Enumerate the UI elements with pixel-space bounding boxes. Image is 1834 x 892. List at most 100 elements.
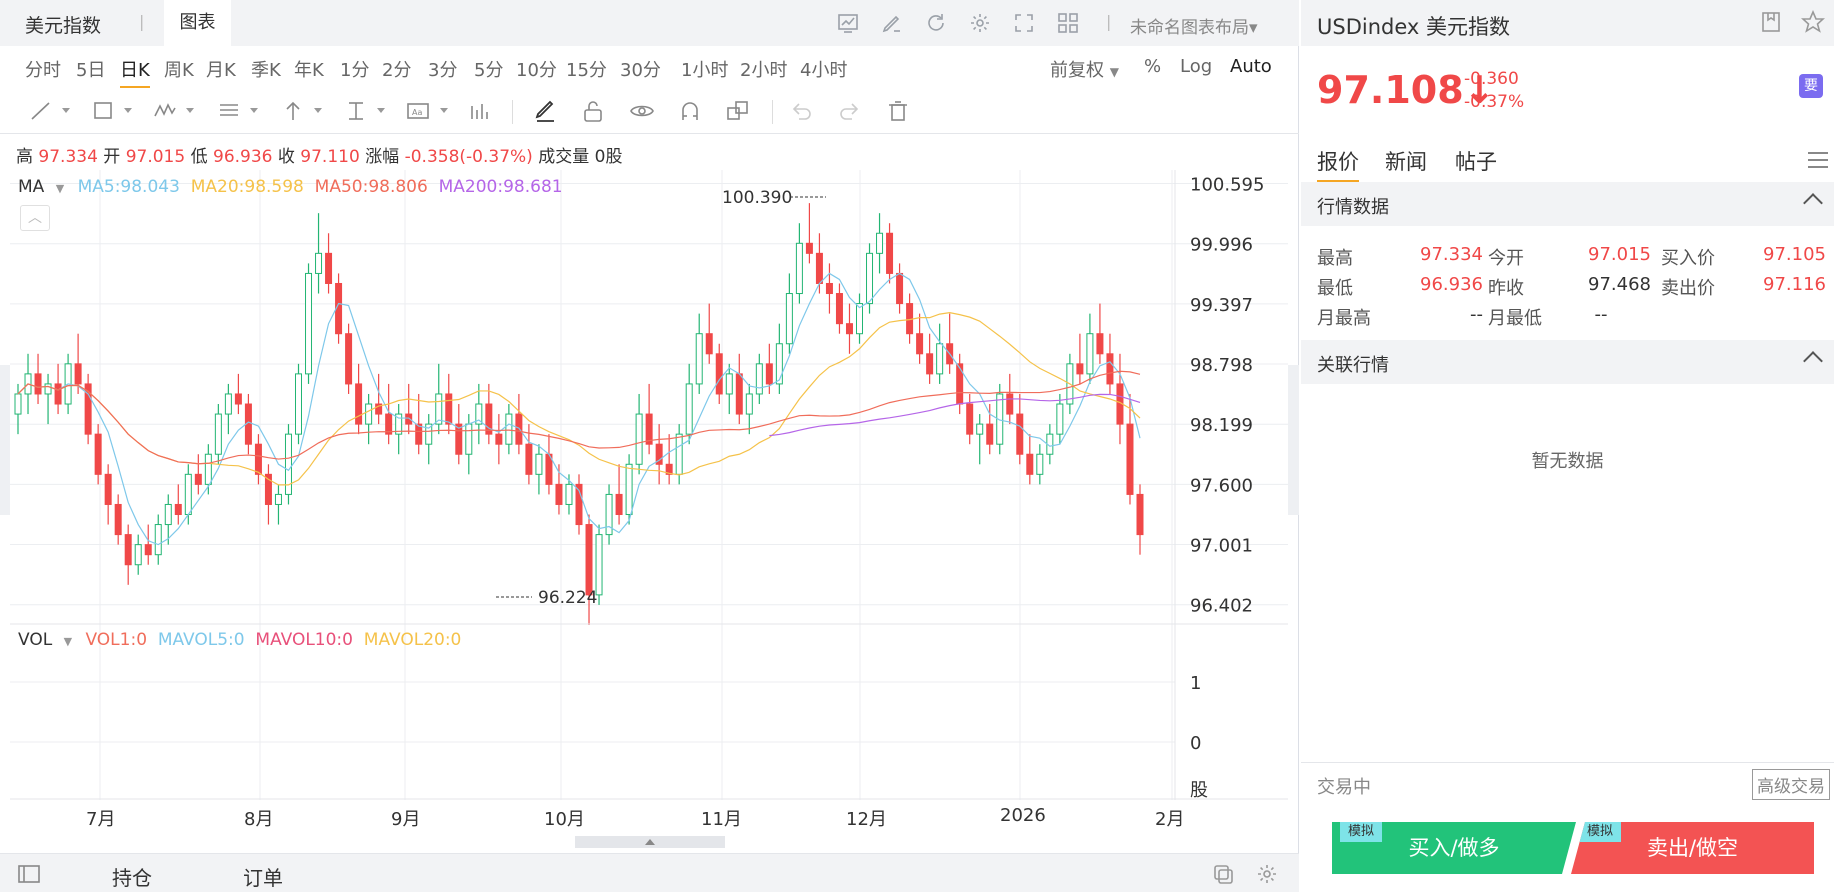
candle-body [555,483,563,505]
settings-gear-icon[interactable] [968,11,992,35]
layers-icon[interactable] [725,98,751,124]
eye-icon[interactable] [629,98,655,124]
undo-icon[interactable] [789,98,815,124]
period-10[interactable]: 5分 [474,60,504,81]
menu-icon[interactable] [1806,150,1830,170]
period-11[interactable]: 10分 [516,60,557,81]
arrow-down-icon: ↓ [1463,68,1496,112]
market-data-header[interactable]: 行情数据 [1301,182,1834,226]
chevron-down-icon[interactable] [124,108,132,113]
candle-body [475,403,483,425]
candle-body [164,503,172,526]
period-1[interactable]: 5日 [76,60,106,81]
left-collapse-handle[interactable] [0,365,10,515]
indicator-icon[interactable] [836,11,860,35]
ma-indicator-name[interactable]: MA [18,177,45,197]
chevron-down-icon[interactable] [440,108,448,113]
copy-icon[interactable] [1212,863,1234,885]
period-14[interactable]: 1小时 [681,60,729,81]
chevron-up-icon[interactable] [1803,193,1823,213]
layout-dropdown[interactable]: 未命名图表布局▾ [1130,13,1258,38]
bid-value: 97.105 [1763,244,1826,265]
tab-quote[interactable]: 报价 [1317,146,1359,183]
low-label: 低 [190,147,208,167]
candle-body [835,293,843,325]
y-tick-label: 98.798 [1190,355,1253,376]
refresh-icon[interactable] [924,11,948,35]
tab-positions[interactable]: 持仓 [112,866,152,890]
advanced-trade-button[interactable]: 高级交易 [1752,769,1830,800]
rectangle-tool-icon[interactable] [90,98,116,124]
sell-short-button[interactable]: 模拟 卖出/做空 [1571,822,1814,874]
log-toggle[interactable]: Log [1180,56,1213,77]
chevron-up-icon[interactable] [1803,351,1823,371]
wave-pattern-icon[interactable] [152,98,178,124]
panel-toggle-icon[interactable] [18,864,40,884]
brush-icon[interactable] [532,98,558,124]
period-16[interactable]: 4小时 [800,60,848,81]
draw-pen-icon[interactable] [880,11,904,35]
period-15[interactable]: 2小时 [740,60,788,81]
measure-icon[interactable] [343,98,369,124]
text-annotation-icon[interactable]: Aa [405,98,431,124]
related-header[interactable]: 关联行情 [1301,340,1834,384]
toolbar-divider [512,100,513,124]
period-9[interactable]: 3分 [428,60,458,81]
buy-long-button[interactable]: 模拟 买入/做多 [1332,822,1576,874]
percent-toggle[interactable]: % [1144,56,1162,77]
redo-icon[interactable] [836,98,862,124]
chevron-down-icon[interactable] [186,108,194,113]
fibonacci-icon[interactable] [216,98,242,124]
auto-toggle[interactable]: Auto [1230,56,1272,77]
period-8[interactable]: 2分 [382,60,412,81]
candle-body [274,493,282,505]
candle-body [785,293,793,345]
candle-body [705,333,713,355]
star-icon[interactable] [1801,10,1825,34]
period-13[interactable]: 30分 [620,60,661,81]
chart-scrollbar[interactable] [575,836,725,848]
period-6[interactable]: 年K [294,60,324,81]
ask-value: 97.116 [1763,274,1826,295]
layout-name: 未命名图表布局 [1130,18,1249,38]
chevron-down-icon[interactable]: ▼ [55,182,65,195]
period-5[interactable]: 季K [251,60,281,81]
period-2[interactable]: 日K [120,56,150,88]
tab-chart[interactable]: 图表 [164,0,231,46]
right-collapse-handle[interactable] [1288,365,1299,515]
period-12[interactable]: 15分 [566,60,607,81]
collapse-indicator-button[interactable]: ︿ [20,205,50,231]
trading-status: 交易中 [1317,777,1371,798]
trash-icon[interactable] [885,98,911,124]
chevron-down-icon[interactable] [377,108,385,113]
arrow-up-icon[interactable] [280,98,306,124]
tab-news[interactable]: 新闻 [1385,150,1427,174]
chevron-down-icon[interactable] [314,108,322,113]
period-3[interactable]: 周K [164,60,194,81]
chevron-down-icon[interactable] [250,108,258,113]
grid-layout-icon[interactable] [1056,11,1080,35]
candle-body [1026,453,1034,475]
vol-indicator-name[interactable]: VOL [18,630,53,650]
candle-body [585,524,593,596]
price-chart[interactable]: 100.595 99.996 99.397 98.798 98.199 97.600 97.… [0,170,1299,625]
bookmark-icon[interactable] [1761,11,1781,33]
period-4[interactable]: 月K [206,60,236,81]
low-label: 最低 [1317,278,1353,299]
unlock-icon[interactable] [580,98,606,124]
period-0[interactable]: 分时 [25,60,61,81]
volume-profile-icon[interactable] [467,98,493,124]
fullscreen-icon[interactable] [1012,11,1036,35]
price-adjust-dropdown[interactable]: 前复权 ▼ [1050,56,1119,82]
chevron-down-icon[interactable]: ▼ [63,635,73,648]
badge-icon[interactable]: 要 [1799,74,1823,98]
volume-chart[interactable]: 1 0 股 [0,625,1299,800]
magnet-icon[interactable] [677,98,703,124]
chevron-down-icon[interactable] [62,108,70,113]
trend-line-icon[interactable] [28,98,54,124]
tab-orders[interactable]: 订单 [243,866,283,890]
tab-posts[interactable]: 帖子 [1455,150,1497,174]
x-tick-label: 11月 [701,809,742,830]
settings-gear-icon[interactable] [1256,863,1278,885]
period-7[interactable]: 1分 [340,60,370,81]
